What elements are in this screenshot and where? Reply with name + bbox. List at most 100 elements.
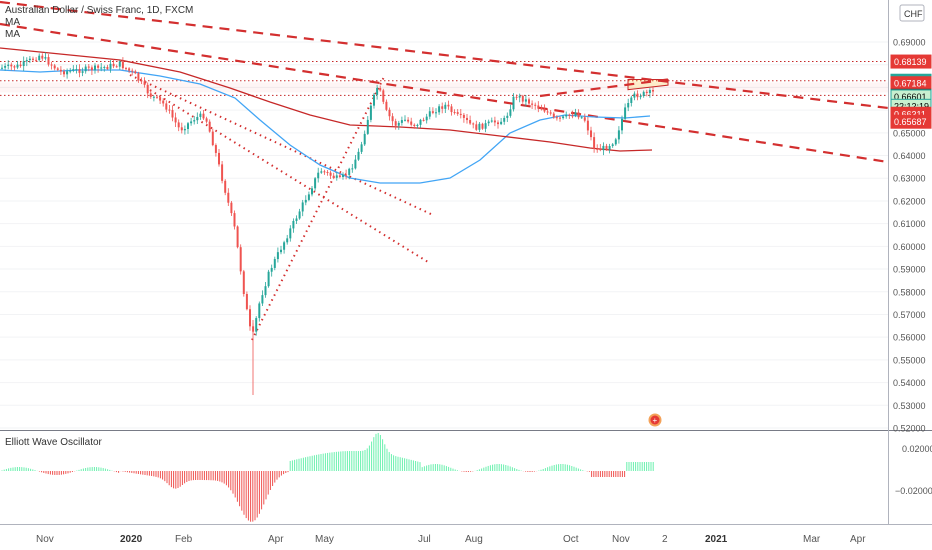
- candle-body: [47, 57, 50, 65]
- candle-body: [444, 104, 447, 109]
- price-label: 0.66601: [894, 92, 927, 102]
- candle-body: [211, 131, 214, 146]
- candle-body: [531, 103, 534, 105]
- candle-body: [335, 175, 338, 178]
- candle-body: [103, 66, 106, 68]
- candle-body: [97, 65, 100, 68]
- time-tick-label: Feb: [175, 534, 193, 545]
- chart-legend[interactable]: Australian Dollar / Swiss Franc, 1D, FXC…: [5, 5, 193, 40]
- candle-body: [534, 104, 537, 106]
- candle-body: [90, 67, 93, 71]
- candle-body: [128, 68, 131, 71]
- candle-body: [81, 71, 84, 73]
- oscillator-series: [1, 432, 654, 522]
- indicator-ma-label[interactable]: MA: [5, 17, 20, 28]
- candle-body: [596, 148, 599, 150]
- candle-body: [624, 107, 627, 119]
- candle-body: [580, 117, 583, 119]
- candle-body: [484, 123, 487, 129]
- candle-body: [602, 145, 605, 151]
- candle-body: [183, 129, 186, 131]
- candle-body: [283, 242, 286, 250]
- candle-body: [162, 100, 165, 104]
- candle-body: [540, 108, 543, 110]
- candle-body: [565, 114, 568, 117]
- currency-badge-label: CHF: [904, 9, 923, 19]
- candle-body: [450, 106, 453, 113]
- osc-tick-label: −0.02000: [895, 486, 932, 496]
- candle-body: [267, 271, 270, 287]
- candle-body: [515, 96, 518, 98]
- candle-body: [416, 124, 419, 127]
- candle-body: [636, 93, 639, 98]
- candle-body: [87, 66, 90, 68]
- candle-body: [218, 152, 220, 165]
- symbol-title[interactable]: Australian Dollar / Swiss Franc, 1D, FXC…: [5, 5, 193, 16]
- candle-body: [577, 112, 580, 118]
- candlestick-series: [1, 52, 654, 395]
- time-tick-label: Apr: [268, 534, 284, 545]
- candle-body: [466, 117, 468, 121]
- time-tick-label: Apr: [850, 534, 866, 545]
- price-label-box: [890, 114, 932, 129]
- candle-body: [56, 68, 59, 70]
- candle-body: [639, 96, 642, 98]
- candle-body: [497, 122, 499, 125]
- candle-body: [311, 188, 313, 195]
- candle-body: [438, 106, 441, 113]
- currency-badge-box[interactable]: [899, 4, 925, 22]
- candle-body: [459, 113, 462, 115]
- oscillator-title[interactable]: Elliott Wave Oscillator: [5, 437, 103, 448]
- candle-body: [608, 146, 611, 150]
- candle-body: [549, 112, 552, 114]
- event-marker-glyph: +: [653, 416, 658, 425]
- candle-body: [137, 73, 140, 81]
- candle-body: [16, 64, 19, 68]
- time-tick-label: Aug: [465, 534, 483, 545]
- candle-body: [25, 59, 28, 62]
- candle-body: [276, 252, 279, 260]
- candle-body: [28, 58, 31, 60]
- currency-badge[interactable]: CHF: [899, 4, 925, 22]
- time-tick-label: 2020: [120, 534, 143, 545]
- candle-body: [506, 115, 509, 118]
- candle-body: [159, 97, 162, 101]
- time-axis[interactable]: Nov 2020 Feb Apr May Jul Aug Oct Nov 2 2…: [36, 534, 866, 545]
- candle-body: [617, 130, 620, 140]
- price-label: 0.65687: [894, 117, 927, 127]
- candle-body: [431, 111, 434, 113]
- candle-body: [66, 71, 69, 75]
- candle-body: [320, 171, 323, 173]
- candle-body: [196, 116, 199, 121]
- ma-slow-line: [0, 47, 653, 152]
- indicator-ma-label[interactable]: MA: [5, 29, 20, 40]
- candle-body: [1, 67, 3, 69]
- event-marker-icon[interactable]: +: [648, 413, 662, 427]
- candle-body: [524, 99, 527, 102]
- candle-body: [19, 64, 22, 67]
- candle-body: [100, 67, 103, 69]
- candle-body: [397, 122, 400, 126]
- candle-body: [586, 120, 589, 131]
- price-tick-label: 0.53000: [893, 401, 926, 411]
- candle-body: [478, 123, 481, 130]
- candle-body: [552, 113, 555, 118]
- candle-body: [469, 120, 472, 124]
- candle-body: [422, 119, 425, 121]
- price-tick-label: 0.62000: [893, 196, 926, 206]
- candle-body: [152, 96, 155, 98]
- candle-body: [410, 121, 413, 125]
- candle-body: [574, 112, 577, 116]
- candle-body: [10, 64, 13, 67]
- candle-body: [270, 267, 273, 272]
- time-tick-label: Nov: [612, 534, 630, 545]
- candle-body: [317, 172, 320, 179]
- candle-body: [298, 211, 301, 219]
- candle-body: [273, 259, 276, 268]
- candle-body: [332, 175, 335, 178]
- time-tick-label: Nov: [36, 534, 54, 545]
- candle-body: [652, 90, 654, 92]
- trendline-dashed: [0, 22, 889, 164]
